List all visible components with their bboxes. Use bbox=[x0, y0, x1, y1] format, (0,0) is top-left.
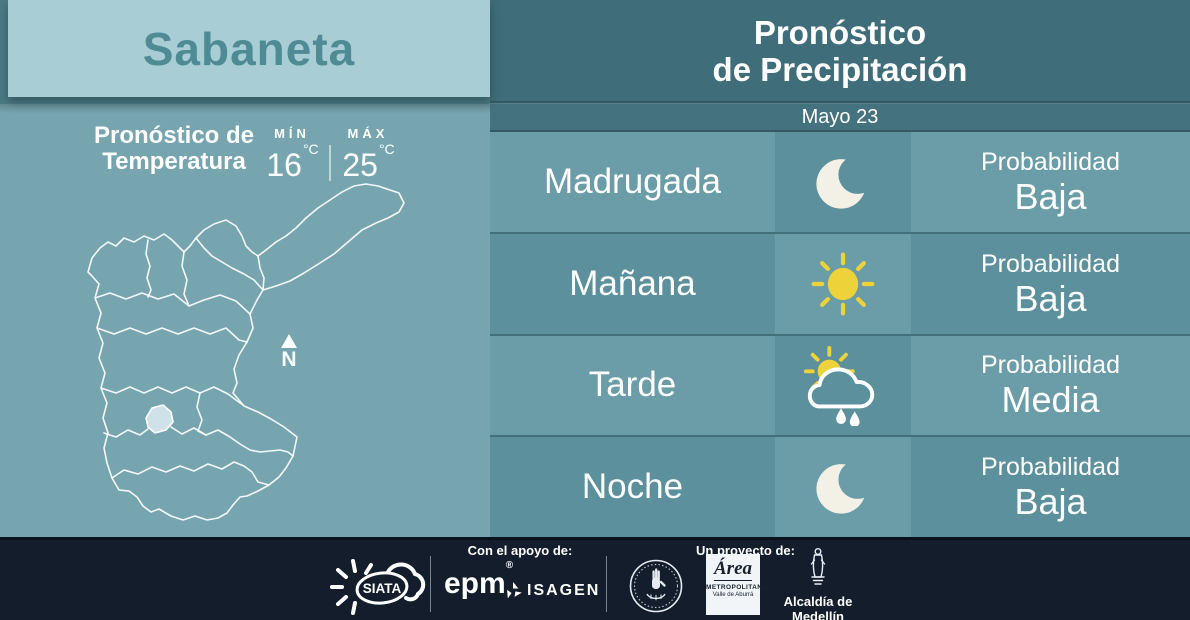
area-metropolitana-logo: Área METROPOLITANA Valle de Aburrá bbox=[706, 554, 768, 615]
probability-cell: Probabilidad Baja bbox=[911, 437, 1190, 537]
precipitation-title-line2: de Precipitación bbox=[712, 50, 968, 88]
isagen-logo: ISAGEN bbox=[503, 581, 600, 601]
alcaldia-emblem-icon bbox=[810, 548, 826, 585]
sabaneta-highlight bbox=[145, 404, 174, 434]
aburra-valley-map: N bbox=[87, 183, 405, 521]
isagen-label: ISAGEN bbox=[527, 582, 601, 599]
area-line1: METROPOLITANA bbox=[706, 584, 768, 591]
alcaldia-logo: Alcaldía de Medellín bbox=[766, 546, 870, 620]
probability-value: Baja bbox=[1014, 481, 1087, 523]
forecast-row-tarde: Tarde Pro bbox=[490, 333, 1190, 436]
probability-cell: Probabilidad Media bbox=[911, 335, 1190, 436]
footer-divider bbox=[606, 556, 607, 612]
icon-cell bbox=[775, 335, 911, 436]
icon-cell bbox=[775, 233, 911, 334]
temperature-min: MÍN 16°C bbox=[260, 126, 324, 184]
probability-value: Baja bbox=[1014, 277, 1087, 319]
period-cell: Madrugada bbox=[490, 132, 775, 232]
min-label: MÍN bbox=[274, 126, 310, 141]
icon-cell bbox=[775, 437, 911, 537]
icon-cell bbox=[775, 132, 911, 232]
period-label: Tarde bbox=[588, 365, 677, 405]
max-label: MÁX bbox=[347, 126, 389, 141]
sun-rain-icon bbox=[803, 346, 875, 427]
degree-unit: °C bbox=[302, 141, 319, 158]
forecast-row-noche: Noche Probabilidad Baja bbox=[490, 435, 1190, 537]
probability-value: Media bbox=[1001, 379, 1100, 421]
isagen-icon bbox=[507, 582, 522, 599]
probability-label: Probabilidad bbox=[981, 351, 1120, 380]
forecast-row-madrugada: Madrugada Probabilidad Baja bbox=[490, 132, 1190, 232]
max-value: 25°C bbox=[342, 141, 395, 183]
forecast-rows: Madrugada Probabilidad Baja Mañana bbox=[490, 132, 1190, 537]
footer: Con el apoyo de: Un proyecto de: SIATA e… bbox=[0, 537, 1190, 620]
temperature-max: MÁX 25°C bbox=[336, 126, 400, 184]
area-script-label: Área bbox=[714, 558, 752, 579]
siata-logo: SIATA bbox=[330, 551, 426, 620]
period-cell: Mañana bbox=[490, 233, 775, 334]
precipitation-panel: Pronóstico de Precipitación Mayo 23 Madr… bbox=[490, 0, 1190, 537]
precipitation-header: Pronóstico de Precipitación bbox=[490, 0, 1190, 103]
moon-icon bbox=[810, 452, 876, 522]
precipitation-title-line1: Pronóstico bbox=[753, 13, 927, 51]
epm-logo: epm® bbox=[444, 560, 514, 600]
minmax-divider bbox=[329, 145, 331, 181]
north-arrow-icon: N bbox=[281, 334, 297, 371]
probability-label: Probabilidad bbox=[981, 249, 1120, 278]
city-title: Sabaneta bbox=[142, 22, 356, 75]
temperature-title-line1: Pronóstico de bbox=[93, 122, 255, 149]
area-line2: Valle de Aburrá bbox=[712, 592, 754, 598]
period-label: Madrugada bbox=[543, 161, 722, 201]
probability-label: Probabilidad bbox=[981, 453, 1120, 482]
period-cell: Noche bbox=[490, 437, 775, 537]
temperature-panel: Pronóstico de Temperatura MÍN 16°C MÁX 2… bbox=[0, 104, 490, 537]
probability-label: Probabilidad bbox=[981, 147, 1120, 176]
degree-unit: °C bbox=[378, 141, 395, 158]
compass-label: N bbox=[281, 348, 296, 371]
period-label: Noche bbox=[581, 467, 684, 507]
map-outer-boundary bbox=[87, 183, 405, 521]
period-cell: Tarde bbox=[490, 335, 775, 436]
probability-cell: Probabilidad Baja bbox=[911, 233, 1190, 334]
sun-icon bbox=[811, 252, 875, 316]
siata-label: SIATA bbox=[363, 581, 402, 596]
forecast-date: Mayo 23 bbox=[490, 103, 1190, 132]
temperature-title: Pronóstico de Temperatura bbox=[86, 123, 262, 175]
medellin-seal-icon bbox=[628, 558, 684, 619]
alcaldia-label: Alcaldía de Medellín bbox=[783, 594, 853, 620]
min-value: 16°C bbox=[266, 141, 319, 183]
city-header: Sabaneta bbox=[8, 0, 490, 97]
area-swash bbox=[714, 580, 752, 581]
probability-cell: Probabilidad Baja bbox=[911, 132, 1190, 232]
registered-mark: ® bbox=[505, 560, 514, 571]
support-label: Con el apoyo de: bbox=[467, 543, 573, 558]
forecast-row-manana: Mañana Probabilidad Baj bbox=[490, 231, 1190, 334]
moon-icon bbox=[810, 147, 876, 217]
probability-value: Baja bbox=[1014, 175, 1087, 217]
footer-divider bbox=[430, 556, 431, 612]
temperature-title-line2: Temperatura bbox=[102, 148, 246, 175]
period-label: Mañana bbox=[569, 263, 696, 303]
